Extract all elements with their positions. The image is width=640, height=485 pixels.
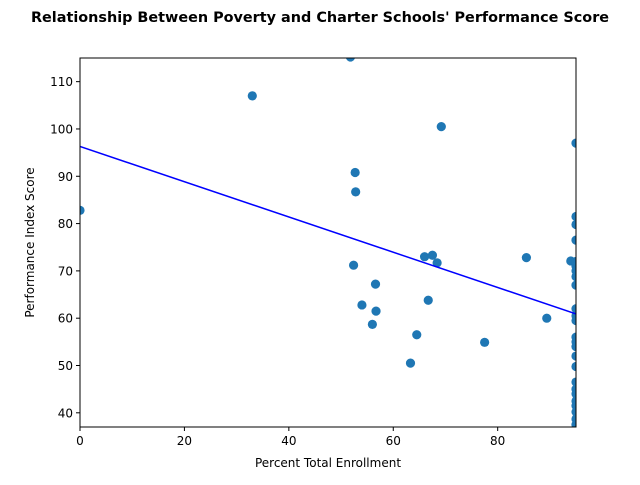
data-point [427,250,438,260]
data-point [348,260,359,270]
y-tick-label: 90 [58,170,73,184]
data-point [370,279,381,289]
y-tick-label: 110 [50,75,73,89]
data-point [350,167,360,178]
x-tick-label: 60 [386,434,401,448]
data-point [571,341,576,352]
data-point [405,358,416,368]
data-point [480,337,490,347]
x-tick-label: 80 [490,434,505,448]
data-point [345,58,355,62]
y-tick-label: 50 [58,359,73,373]
data-point [571,219,576,230]
data-point [571,389,576,399]
data-point [571,315,576,326]
data-point [571,351,576,361]
data-point [571,138,576,148]
data-point [571,361,576,372]
data-point [371,306,381,316]
y-axis-label: Performance Index Score [23,167,37,317]
trend-line [80,145,576,315]
data-point [419,252,430,262]
data-point [571,420,576,427]
data-point [367,319,377,329]
data-point [571,280,576,290]
x-tick-label: 20 [177,434,192,448]
y-tick-label: 80 [58,217,73,231]
x-tick-label: 0 [76,434,84,448]
data-point [423,295,433,305]
chart-title: Relationship Between Poverty and Charter… [31,10,609,26]
y-tick-label: 70 [58,264,73,278]
y-tick-label: 60 [58,312,73,326]
data-point [571,377,576,387]
axis-ticks: 0 20 40 60 80 40 50 60 70 80 90 100 110 [50,75,505,448]
y-tick-label: 100 [50,122,73,136]
data-point [571,235,576,245]
data-point [436,121,446,132]
data-point [571,407,576,417]
data-point [351,187,361,197]
x-axis-label: Percent Total Enrollment [255,456,401,470]
data-point [571,271,576,282]
data-point [521,253,532,263]
plot-area [80,58,576,427]
x-tick-label: 40 [281,434,296,448]
data-point [542,313,552,323]
data-point [412,330,422,340]
y-tick-label: 40 [58,406,73,420]
data-point [571,211,576,222]
data-point [247,91,257,101]
data-point [432,258,442,268]
plot-frame [79,57,577,428]
data-point [571,304,576,314]
data-point [80,205,85,215]
data-point [357,300,367,310]
